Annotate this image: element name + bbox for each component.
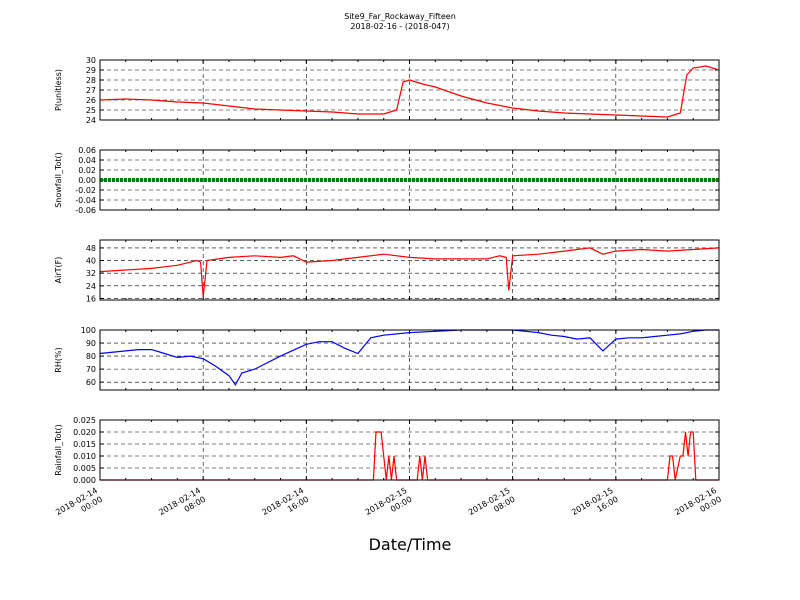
plot-frame (99, 149, 720, 211)
y-axis-label: Rainfall_Tot() (54, 424, 63, 476)
y-axis-label: Snowfall_Tot() (54, 152, 63, 208)
y-tick-label: 0.04 (78, 156, 96, 165)
plot-frame (99, 419, 720, 481)
y-tick-label: 70 (86, 365, 96, 374)
chart-panels: 24252627282930P(unitless)-0.06-0.04-0.02… (54, 56, 720, 485)
x-tick-label: 2018-02-1508:00 (467, 486, 517, 526)
panel-4: 60 70 80 90 100 RH(%) (54, 326, 720, 391)
y-tick-label: 40 (86, 257, 96, 266)
y-tick-label: 0.00 (78, 176, 96, 185)
y-tick-label: 0.02 (78, 166, 96, 175)
x-axis-tick-labels: 2018-02-1400:00 2018-02-1408:00 2018-02-14… (54, 486, 723, 526)
y-tick-label: 24 (86, 116, 96, 125)
y-tick-label: 100 (81, 326, 96, 335)
chart-subtitle: 2018-02-16 - (2018-047) (350, 22, 449, 31)
x-tick-label: 2018-02-1416:00 (261, 486, 311, 526)
y-tick-label: 0.020 (73, 428, 96, 437)
plot-frame (99, 239, 720, 301)
y-axis-label: RH(%) (54, 347, 63, 372)
plot-frame (99, 329, 720, 391)
y-tick-label: 28 (86, 76, 96, 85)
y-tick-label: 27 (86, 86, 96, 95)
x-tick-label: 2018-02-1500:00 (364, 486, 414, 526)
y-tick-label: 60 (86, 378, 96, 387)
y-tick-label: 24 (86, 282, 96, 291)
x-tick-label: 2018-02-1408:00 (157, 486, 207, 526)
series-line-3 (99, 247, 720, 297)
y-tick-label: -0.04 (75, 196, 96, 205)
y-tick-label: 16 (86, 294, 96, 303)
y-tick-label: -0.06 (75, 206, 96, 215)
y-tick-label: 48 (86, 244, 96, 253)
y-tick-label: 0.010 (73, 452, 96, 461)
x-axis-label: Date/Time (369, 535, 452, 554)
y-tick-label: 29 (86, 66, 96, 75)
x-tick-label: 2018-02-1400:00 (54, 486, 104, 526)
x-tick-label: 2018-02-1516:00 (570, 486, 620, 526)
y-tick-label: 32 (86, 269, 96, 278)
panel-5: 0.000 0.005 0.010 0.015 0.020 0.025 Rainfall_T… (54, 416, 720, 485)
chart-title: Site9_Far_Rockaway_Fifteen (344, 12, 456, 21)
y-axis-label: AirT(F) (54, 257, 63, 284)
y-tick-label: 0.015 (73, 440, 96, 449)
y-tick-label: 25 (86, 106, 96, 115)
series-line-5 (100, 431, 719, 481)
series-line-4 (99, 329, 719, 386)
y-tick-label: 0.025 (73, 416, 96, 425)
y-axis-label: P(unitless) (54, 69, 63, 111)
y-tick-label: 90 (86, 339, 96, 348)
y-tick-label: 30 (86, 56, 96, 65)
series-line-1 (99, 65, 720, 118)
plot-frame (99, 59, 720, 121)
y-tick-label: 0.005 (73, 464, 96, 473)
y-tick-label: 0.000 (73, 476, 96, 485)
y-tick-label: -0.02 (75, 186, 96, 195)
x-tick-label: 2018-02-1600:00 (673, 486, 723, 526)
panel-3: 16 24 32 40 48 AirT(F) (54, 239, 720, 303)
y-tick-label: 80 (86, 352, 96, 361)
panel-2: -0.06-0.04-0.020.000.020.040.06 Snowfall_… (54, 146, 720, 215)
y-tick-label: 26 (86, 96, 96, 105)
y-tick-label: 0.06 (78, 146, 96, 155)
